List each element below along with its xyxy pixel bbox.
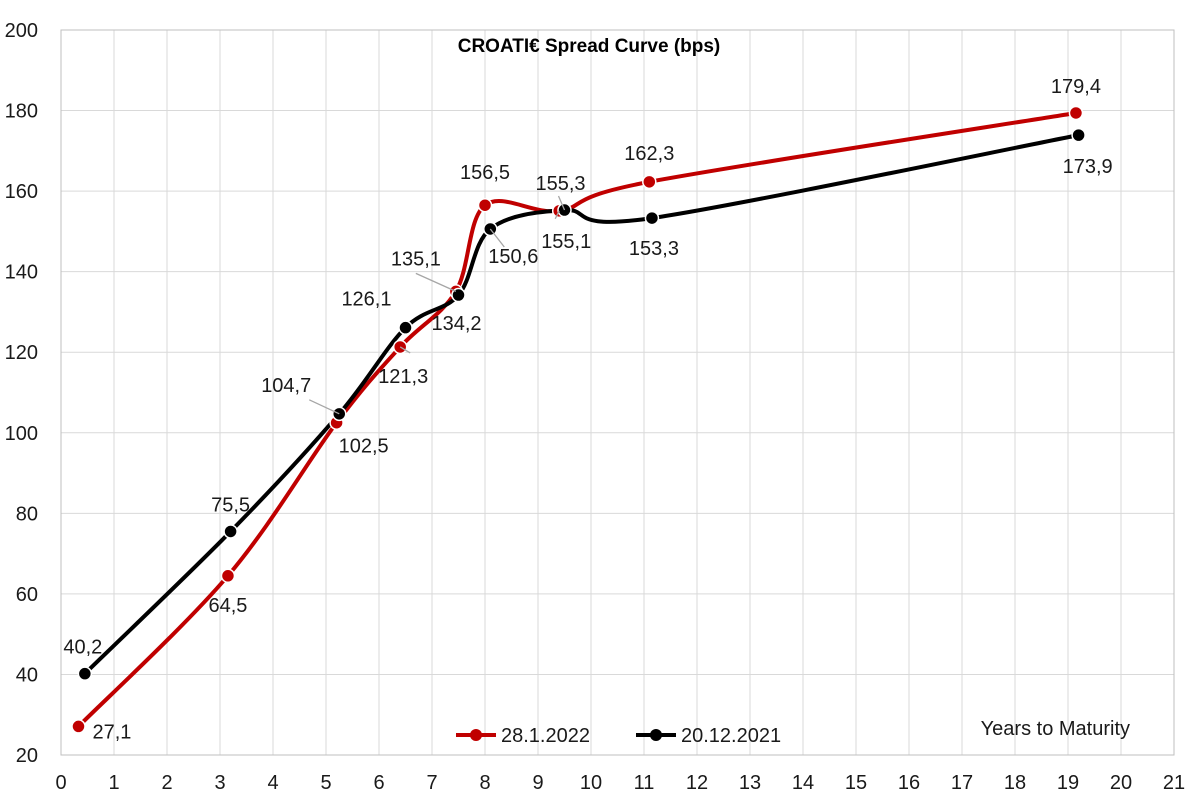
y-tick-label: 100 xyxy=(5,423,38,445)
series-group xyxy=(71,105,1086,734)
data-label-series-2: 173,9 xyxy=(1063,156,1113,178)
data-label-series-2: 155,3 xyxy=(535,173,585,195)
x-tick-label: 3 xyxy=(214,772,225,794)
x-tick-label: 1 xyxy=(108,772,119,794)
label-leader-line xyxy=(554,210,560,220)
y-tick-label: 160 xyxy=(5,181,38,203)
data-label-series-1: 162,3 xyxy=(624,143,674,165)
series-1-point xyxy=(642,174,657,190)
x-axis-ticks: 0 1 2 3 4 5 6 7 8 9 10 11 12 13 14 15 16 17 18 19 20 21 xyxy=(55,772,1185,794)
legend-marker-series-1 xyxy=(470,729,482,741)
series-2-point xyxy=(223,524,238,539)
y-tick-label: 20 xyxy=(16,745,38,767)
series-1-point xyxy=(1068,105,1084,121)
label-leaders xyxy=(308,195,566,415)
x-tick-label: 20 xyxy=(1110,772,1132,794)
x-axis-title: Years to Maturity xyxy=(981,718,1130,740)
x-tick-label: 15 xyxy=(845,772,867,794)
y-tick-label: 60 xyxy=(16,584,38,606)
series-1-point xyxy=(220,568,236,584)
label-leader-line xyxy=(399,346,411,354)
y-tick-label: 80 xyxy=(16,503,38,525)
x-tick-label: 16 xyxy=(898,772,920,794)
data-label-series-1: 64,5 xyxy=(208,595,247,617)
x-tick-label: 4 xyxy=(267,772,278,794)
x-tick-label: 17 xyxy=(951,772,973,794)
data-label-series-1: 179,4 xyxy=(1051,76,1101,98)
x-tick-label: 19 xyxy=(1057,772,1079,794)
series-1-point xyxy=(71,719,86,734)
legend: 28.1.2022 20.12.2021 xyxy=(456,725,781,747)
label-leader-line xyxy=(557,195,566,211)
label-leader-line xyxy=(308,399,340,415)
data-label-series-2: 40,2 xyxy=(63,637,102,659)
plot-frame xyxy=(60,29,1175,756)
data-labels: 27,1 64,5 102,5 121,3 135,1 156,5 155,1 162,3 17… xyxy=(63,76,1112,743)
chart-title: CROATI€ Spread Curve (bps) xyxy=(458,36,721,57)
series-2-point xyxy=(644,210,660,226)
data-label-series-1: 135,1 xyxy=(391,248,441,270)
x-tick-label: 13 xyxy=(739,772,761,794)
y-tick-label: 200 xyxy=(5,20,38,42)
data-label-series-2: 153,3 xyxy=(629,238,679,260)
x-tick-label: 6 xyxy=(373,772,384,794)
legend-label-series-1: 28.1.2022 xyxy=(501,725,590,747)
series-line-2 xyxy=(83,133,1079,676)
series-2-point xyxy=(1071,127,1086,143)
y-tick-label: 140 xyxy=(5,262,38,284)
series-2-point xyxy=(77,666,93,681)
data-label-series-2: 134,2 xyxy=(432,313,482,335)
x-tick-label: 9 xyxy=(532,772,543,794)
label-leader-line xyxy=(489,228,505,248)
series-line-1 xyxy=(77,110,1077,728)
data-label-series-1: 155,1 xyxy=(541,231,591,253)
data-label-series-2: 75,5 xyxy=(211,494,250,516)
x-tick-label: 14 xyxy=(792,772,814,794)
x-tick-label: 7 xyxy=(426,772,437,794)
legend-marker-series-2 xyxy=(650,729,662,741)
legend-label-series-2: 20.12.2021 xyxy=(681,725,781,747)
y-tick-label: 180 xyxy=(5,101,38,123)
data-label-series-1: 156,5 xyxy=(460,162,510,184)
x-tick-label: 2 xyxy=(161,772,172,794)
legend-item-series-1: 28.1.2022 xyxy=(456,725,590,747)
y-tick-label: 120 xyxy=(5,342,38,364)
data-label-series-1: 27,1 xyxy=(92,721,131,743)
x-tick-label: 18 xyxy=(1004,772,1026,794)
series-2-point xyxy=(398,320,413,335)
x-tick-label: 11 xyxy=(634,772,655,794)
x-tick-label: 21 xyxy=(1163,772,1185,794)
x-tick-label: 10 xyxy=(580,772,602,794)
x-tick-label: 12 xyxy=(686,772,708,794)
y-axis-ticks: 20 40 60 80 100 120 140 160 180 200 xyxy=(5,20,38,767)
data-label-series-1: 121,3 xyxy=(378,366,428,388)
y-tick-label: 40 xyxy=(16,664,38,686)
data-label-series-2: 150,6 xyxy=(488,246,538,268)
x-tick-label: 8 xyxy=(479,772,490,794)
data-label-series-2: 104,7 xyxy=(261,375,311,397)
data-label-series-1: 102,5 xyxy=(339,436,389,458)
x-tick-label: 0 xyxy=(55,772,66,794)
data-label-series-2: 126,1 xyxy=(341,289,391,311)
series-1-point xyxy=(477,197,493,213)
grid xyxy=(60,29,1175,756)
legend-item-series-2: 20.12.2021 xyxy=(636,725,781,747)
x-tick-label: 5 xyxy=(320,772,331,794)
label-leader-line xyxy=(415,272,457,292)
